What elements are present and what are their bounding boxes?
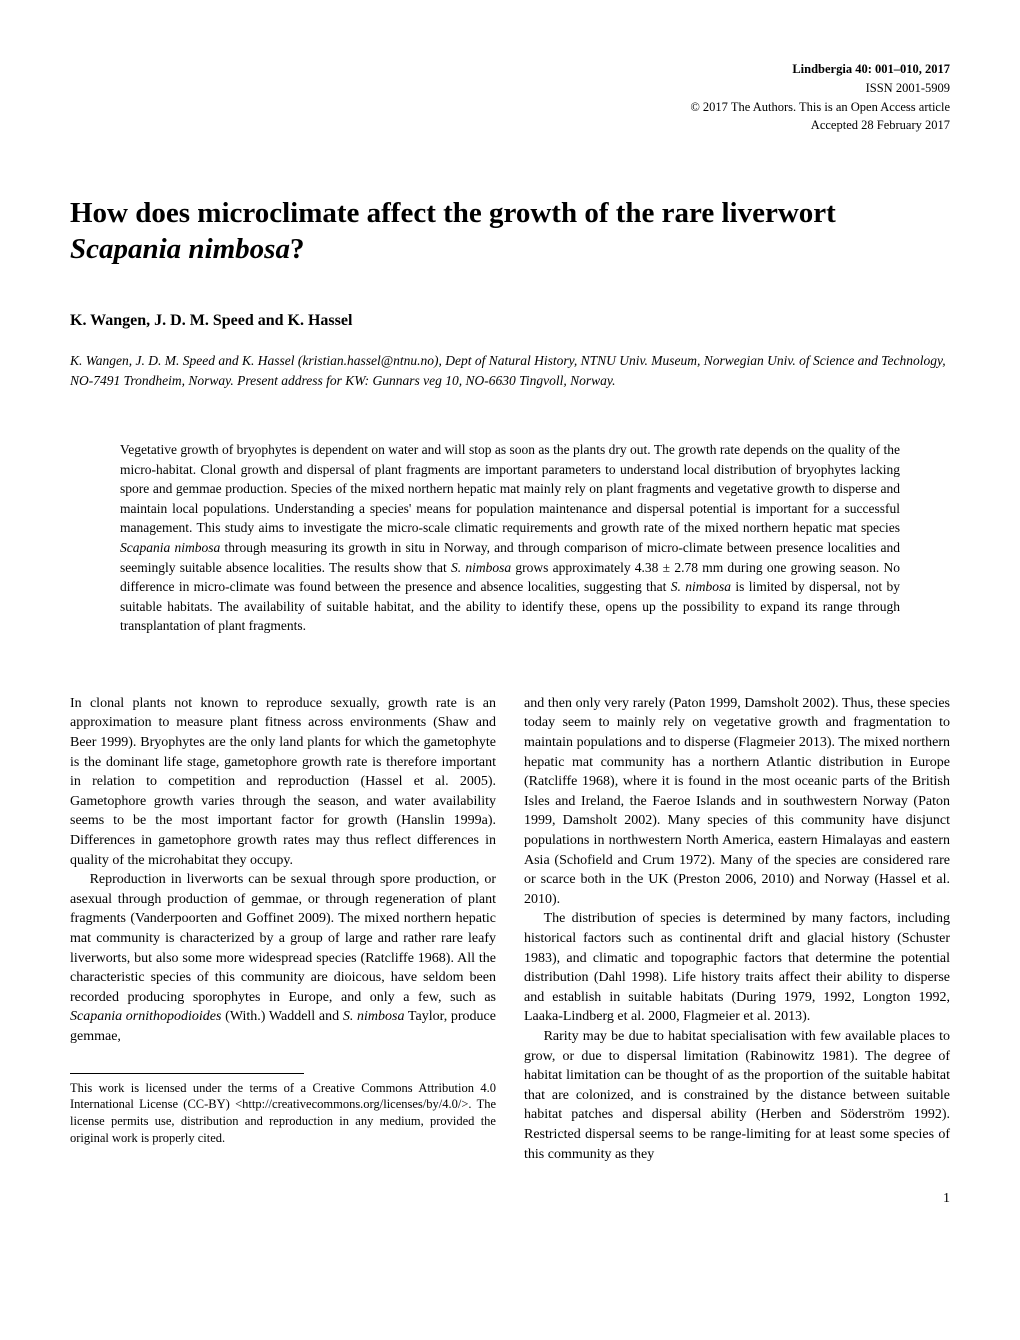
abstract: Vegetative growth of bryophytes is depen…	[70, 440, 950, 636]
body-columns: In clonal plants not known to reproduce …	[70, 694, 950, 1164]
header-meta: Lindbergia 40: 001–010, 2017 ISSN 2001-5…	[70, 60, 950, 135]
paragraph-text: (With.) Waddell and	[221, 1009, 342, 1024]
species-name: S. nimbosa	[343, 1009, 405, 1024]
abstract-species-1: Scapania nimbosa	[120, 540, 220, 555]
body-paragraph: Reproduction in liverworts can be sexual…	[70, 870, 496, 1046]
authors: K. Wangen, J. D. M. Speed and K. Hassel	[70, 310, 950, 332]
right-column: and then only very rarely (Paton 1999, D…	[524, 694, 950, 1164]
title-pre: How does microclimate affect the growth …	[70, 197, 836, 229]
title-post: ?	[290, 233, 305, 265]
license-footnote: This work is licensed under the terms of…	[70, 1080, 496, 1148]
abstract-text-1: Vegetative growth of bryophytes is depen…	[120, 442, 900, 535]
body-paragraph: Rarity may be due to habitat specialisat…	[524, 1027, 950, 1164]
copyright: © 2017 The Authors. This is an Open Acce…	[690, 100, 950, 114]
accepted-date: Accepted 28 February 2017	[811, 118, 950, 132]
body-paragraph: and then only very rarely (Paton 1999, D…	[524, 694, 950, 910]
abstract-species-3: S. nimbosa	[671, 579, 731, 594]
body-paragraph: In clonal plants not known to reproduce …	[70, 694, 496, 870]
article-title: How does microclimate affect the growth …	[70, 195, 950, 268]
paragraph-text: Reproduction in liverworts can be sexual…	[70, 872, 496, 1005]
species-name: Scapania ornithopodioides	[70, 1009, 221, 1024]
abstract-species-2: S. nimbosa	[451, 560, 511, 575]
title-species: Scapania nimbosa	[70, 233, 290, 265]
body-paragraph: The distribution of species is determine…	[524, 909, 950, 1027]
left-column: In clonal plants not known to reproduce …	[70, 694, 496, 1164]
footnote-rule	[70, 1073, 304, 1074]
issn: ISSN 2001-5909	[866, 81, 950, 95]
journal-reference: Lindbergia 40: 001–010, 2017	[792, 62, 950, 76]
affiliation: K. Wangen, J. D. M. Speed and K. Hassel …	[70, 351, 950, 390]
page-number: 1	[70, 1190, 950, 1209]
